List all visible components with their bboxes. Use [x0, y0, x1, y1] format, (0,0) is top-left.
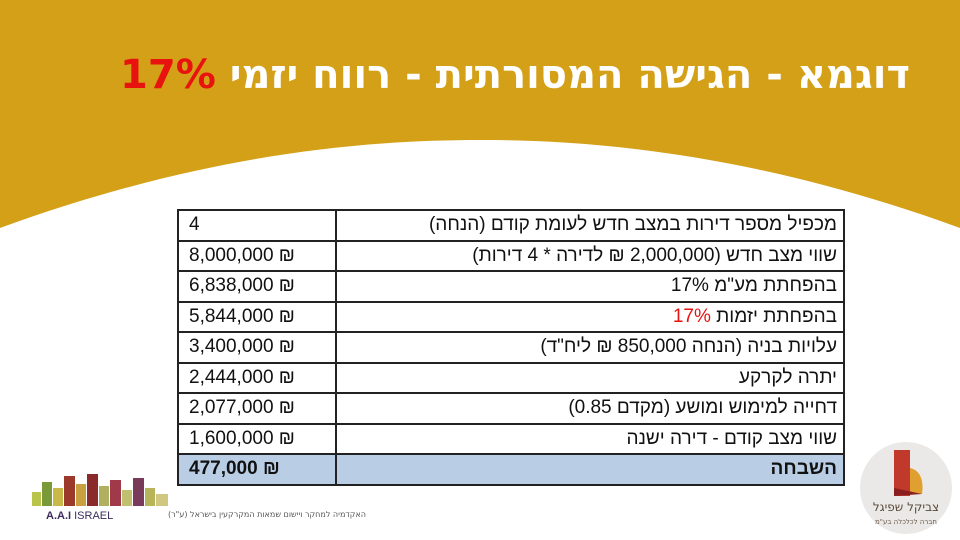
- aai-brand-country: ISRAEL: [74, 510, 114, 522]
- table-row: שווי מצב קודם - דירה ישנה 1,600,000 ₪: [177, 422, 845, 455]
- aai-brand-name: A.A.I: [46, 510, 72, 522]
- row-value: 1,600,000 ₪: [177, 422, 337, 455]
- aai-tagline: האקדמיה למחקר ויישום שמאות המקרקעין בישר…: [168, 510, 366, 519]
- row-label-highlight: 17%: [672, 305, 711, 327]
- row-label: בהפחתת מע"מ 17%: [334, 270, 845, 303]
- row-label-text: בהפחתת יזמות: [710, 305, 837, 327]
- row-value: 5,844,000 ₪: [177, 300, 337, 333]
- row-value: 8,000,000 ₪: [177, 239, 337, 272]
- table-row: עלויות בניה (הנחה 850,000 ₪ ליח"ד) 3,400…: [177, 331, 845, 364]
- table-row: מכפיל מספר דירות במצב חדש לעומת קודם (הנ…: [177, 209, 845, 242]
- total-row: השבחה 477,000 ₪: [177, 453, 845, 486]
- row-value: 2,077,000 ₪: [177, 392, 337, 425]
- table-row: יתרה לקרקע 2,444,000 ₪: [177, 361, 845, 394]
- table-row: בהפחתת מע"מ 17% 6,838,000 ₪: [177, 270, 845, 303]
- page-title-text: דוגמא - הגישה המסורתית - רווח יזמי: [215, 52, 910, 98]
- aai-brand: A.A.I ISRAEL: [46, 510, 113, 522]
- zs-company-subtitle: חברה לכלכלה בע"מ: [875, 518, 937, 526]
- zs-company-name: צביקל שפיגל: [872, 500, 940, 514]
- row-value: 6,838,000 ₪: [177, 270, 337, 303]
- row-label: שווי מצב קודם - דירה ישנה: [334, 422, 845, 455]
- row-label: עלויות בניה (הנחה 850,000 ₪ ליח"ד): [334, 331, 845, 364]
- row-label: מכפיל מספר דירות במצב חדש לעומת קודם (הנ…: [334, 209, 845, 242]
- total-value: 477,000 ₪: [177, 453, 337, 486]
- row-label: בהפחתת יזמות 17%: [334, 300, 845, 333]
- row-label: יתרה לקרקע: [334, 361, 845, 394]
- total-label: השבחה: [334, 453, 845, 486]
- row-label: דחייה למימוש ומושע (מקדם 0.85): [334, 392, 845, 425]
- aai-israel-logo: A.A.I ISRAEL האקדמיה למחקר ויישום שמאות …: [22, 470, 366, 530]
- building-bars-icon: [32, 474, 168, 506]
- row-value: 3,400,000 ₪: [177, 331, 337, 364]
- table-row: דחייה למימוש ומושע (מקדם 0.85) 2,077,000…: [177, 392, 845, 425]
- row-value: 4: [177, 209, 337, 242]
- row-value: 2,444,000 ₪: [177, 361, 337, 394]
- page-title: דוגמא - הגישה המסורתית - רווח יזמי 17%: [30, 52, 910, 98]
- table-row: שווי מצב חדש (2,000,000 ₪ לדירה * 4 דירו…: [177, 239, 845, 272]
- zvikel-spiegel-logo: צביקל שפיגל חברה לכלכלה בע"מ: [860, 442, 952, 534]
- header-band: [0, 0, 960, 230]
- row-label: שווי מצב חדש (2,000,000 ₪ לדירה * 4 דירו…: [334, 239, 845, 272]
- zs-mark-icon: [894, 450, 923, 496]
- table-row: בהפחתת יזמות 17% 5,844,000 ₪: [177, 300, 845, 333]
- page-title-percentage: 17%: [120, 52, 216, 98]
- betterment-calculation-table: מכפיל מספר דירות במצב חדש לעומת קודם (הנ…: [177, 209, 845, 486]
